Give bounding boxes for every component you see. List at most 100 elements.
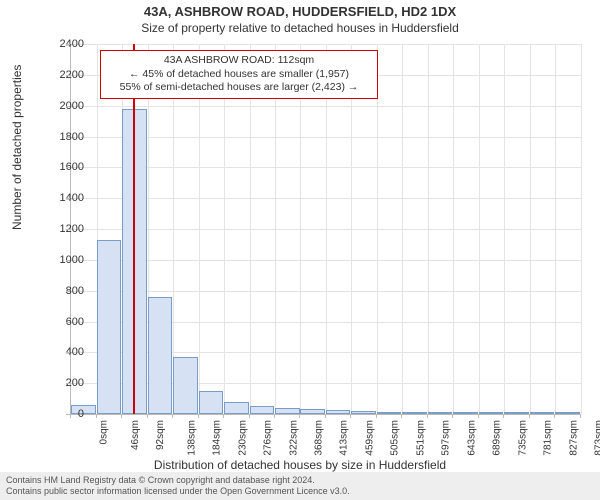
annotation-box: 43A ASHBROW ROAD: 112sqm← 45% of detache… xyxy=(100,50,378,99)
y-tick-mark xyxy=(66,322,70,323)
y-tick-mark xyxy=(66,291,70,292)
x-tick-label: 138sqm xyxy=(186,420,197,456)
page-title: 43A, ASHBROW ROAD, HUDDERSFIELD, HD2 1DX xyxy=(0,0,600,19)
x-tick-mark xyxy=(172,414,173,418)
x-tick-label: 873sqm xyxy=(594,420,600,456)
gridline-v xyxy=(275,44,276,414)
x-tick-label: 46sqm xyxy=(130,420,141,450)
gridline-v xyxy=(479,44,480,414)
histogram-bar xyxy=(555,412,580,414)
x-tick-mark xyxy=(223,414,224,418)
y-tick-mark xyxy=(66,106,70,107)
y-tick-label: 200 xyxy=(34,377,84,389)
x-tick-label: 643sqm xyxy=(466,420,477,456)
histogram-bar xyxy=(504,412,529,414)
y-tick-label: 400 xyxy=(34,346,84,358)
gridline-v xyxy=(504,44,505,414)
histogram-bar xyxy=(479,412,504,414)
footer-line-1: Contains HM Land Registry data © Crown c… xyxy=(6,475,594,486)
x-tick-mark xyxy=(401,414,402,418)
x-tick-mark xyxy=(121,414,122,418)
y-tick-mark xyxy=(66,75,70,76)
annotation-line: ← 45% of detached houses are smaller (1,… xyxy=(107,68,371,82)
gridline-v xyxy=(351,44,352,414)
histogram-bar xyxy=(148,297,173,414)
footer: Contains HM Land Registry data © Crown c… xyxy=(0,472,600,500)
histogram-bar xyxy=(275,408,300,414)
x-tick-label: 597sqm xyxy=(441,420,452,456)
histogram-bar xyxy=(377,412,402,414)
y-tick-label: 1600 xyxy=(34,161,84,173)
x-tick-label: 827sqm xyxy=(569,420,580,456)
histogram-bar xyxy=(199,391,224,414)
gridline-v xyxy=(326,44,327,414)
y-tick-mark xyxy=(66,167,70,168)
y-axis-title: Number of detached properties xyxy=(10,65,24,230)
x-tick-mark xyxy=(529,414,530,418)
x-axis-title: Distribution of detached houses by size … xyxy=(0,458,600,472)
x-tick-label: 276sqm xyxy=(263,420,274,456)
x-tick-mark xyxy=(350,414,351,418)
histogram-bar xyxy=(530,412,555,414)
histogram-bar xyxy=(428,412,453,414)
x-tick-mark xyxy=(249,414,250,418)
y-tick-mark xyxy=(66,44,70,45)
x-tick-label: 92sqm xyxy=(155,420,166,450)
histogram-bar xyxy=(326,410,351,414)
x-tick-mark xyxy=(503,414,504,418)
x-tick-label: 781sqm xyxy=(543,420,554,456)
y-tick-label: 2400 xyxy=(34,38,84,50)
y-tick-label: 2000 xyxy=(34,100,84,112)
x-tick-mark xyxy=(376,414,377,418)
y-tick-label: 1400 xyxy=(34,192,84,204)
y-tick-label: 1200 xyxy=(34,223,84,235)
gridline-v xyxy=(377,44,378,414)
y-tick-label: 800 xyxy=(34,285,84,297)
gridline-v xyxy=(199,44,200,414)
y-tick-mark xyxy=(66,383,70,384)
gridline-v xyxy=(555,44,556,414)
x-tick-mark xyxy=(427,414,428,418)
histogram-bar xyxy=(351,411,376,414)
x-tick-label: 184sqm xyxy=(212,420,223,456)
y-tick-mark xyxy=(66,260,70,261)
gridline-v xyxy=(453,44,454,414)
x-tick-label: 689sqm xyxy=(492,420,503,456)
histogram-bar xyxy=(173,357,198,414)
x-tick-label: 0sqm xyxy=(98,420,109,444)
plot-area xyxy=(70,44,581,415)
page-subtitle: Size of property relative to detached ho… xyxy=(0,19,600,35)
y-tick-mark xyxy=(66,137,70,138)
x-tick-mark xyxy=(452,414,453,418)
x-tick-label: 230sqm xyxy=(237,420,248,456)
x-tick-mark xyxy=(147,414,148,418)
gridline-v xyxy=(224,44,225,414)
histogram-bar xyxy=(402,412,427,414)
x-tick-mark xyxy=(274,414,275,418)
y-tick-label: 600 xyxy=(34,316,84,328)
marker-line xyxy=(133,44,135,414)
chart-container: 43A, ASHBROW ROAD, HUDDERSFIELD, HD2 1DX… xyxy=(0,0,600,500)
annotation-line: 55% of semi-detached houses are larger (… xyxy=(107,81,371,95)
x-tick-mark xyxy=(198,414,199,418)
x-tick-mark xyxy=(299,414,300,418)
x-tick-mark xyxy=(554,414,555,418)
gridline-v xyxy=(581,44,582,414)
gridline-v xyxy=(300,44,301,414)
x-tick-label: 368sqm xyxy=(314,420,325,456)
gridline-v xyxy=(428,44,429,414)
x-tick-mark xyxy=(580,414,581,418)
x-tick-mark xyxy=(96,414,97,418)
x-tick-mark xyxy=(478,414,479,418)
histogram-bar xyxy=(250,406,275,414)
y-tick-mark xyxy=(66,229,70,230)
x-tick-label: 459sqm xyxy=(364,420,375,456)
y-tick-label: 1800 xyxy=(34,131,84,143)
histogram-bar xyxy=(224,402,249,414)
x-tick-mark xyxy=(325,414,326,418)
x-tick-label: 505sqm xyxy=(390,420,401,456)
y-tick-mark xyxy=(66,352,70,353)
x-tick-label: 413sqm xyxy=(339,420,350,456)
y-tick-mark xyxy=(66,198,70,199)
gridline-v xyxy=(250,44,251,414)
